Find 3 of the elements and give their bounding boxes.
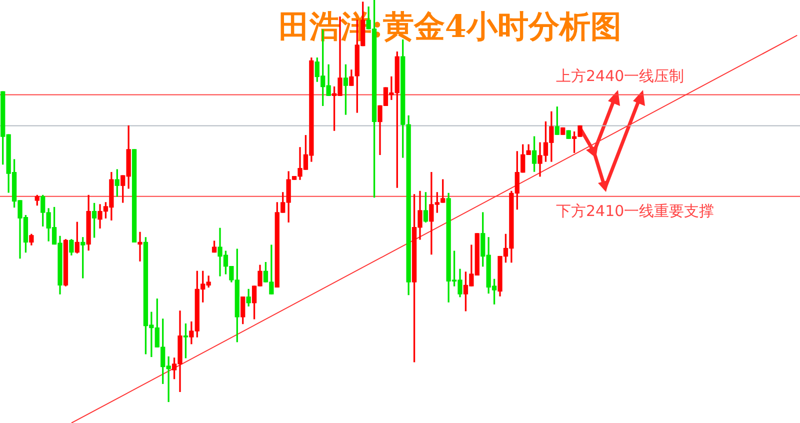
candlestick [138, 232, 142, 262]
ref-line-label: 下方2410一线重要支撑 [556, 202, 714, 220]
ref-line-label: 上方2440一线压制 [556, 67, 684, 86]
